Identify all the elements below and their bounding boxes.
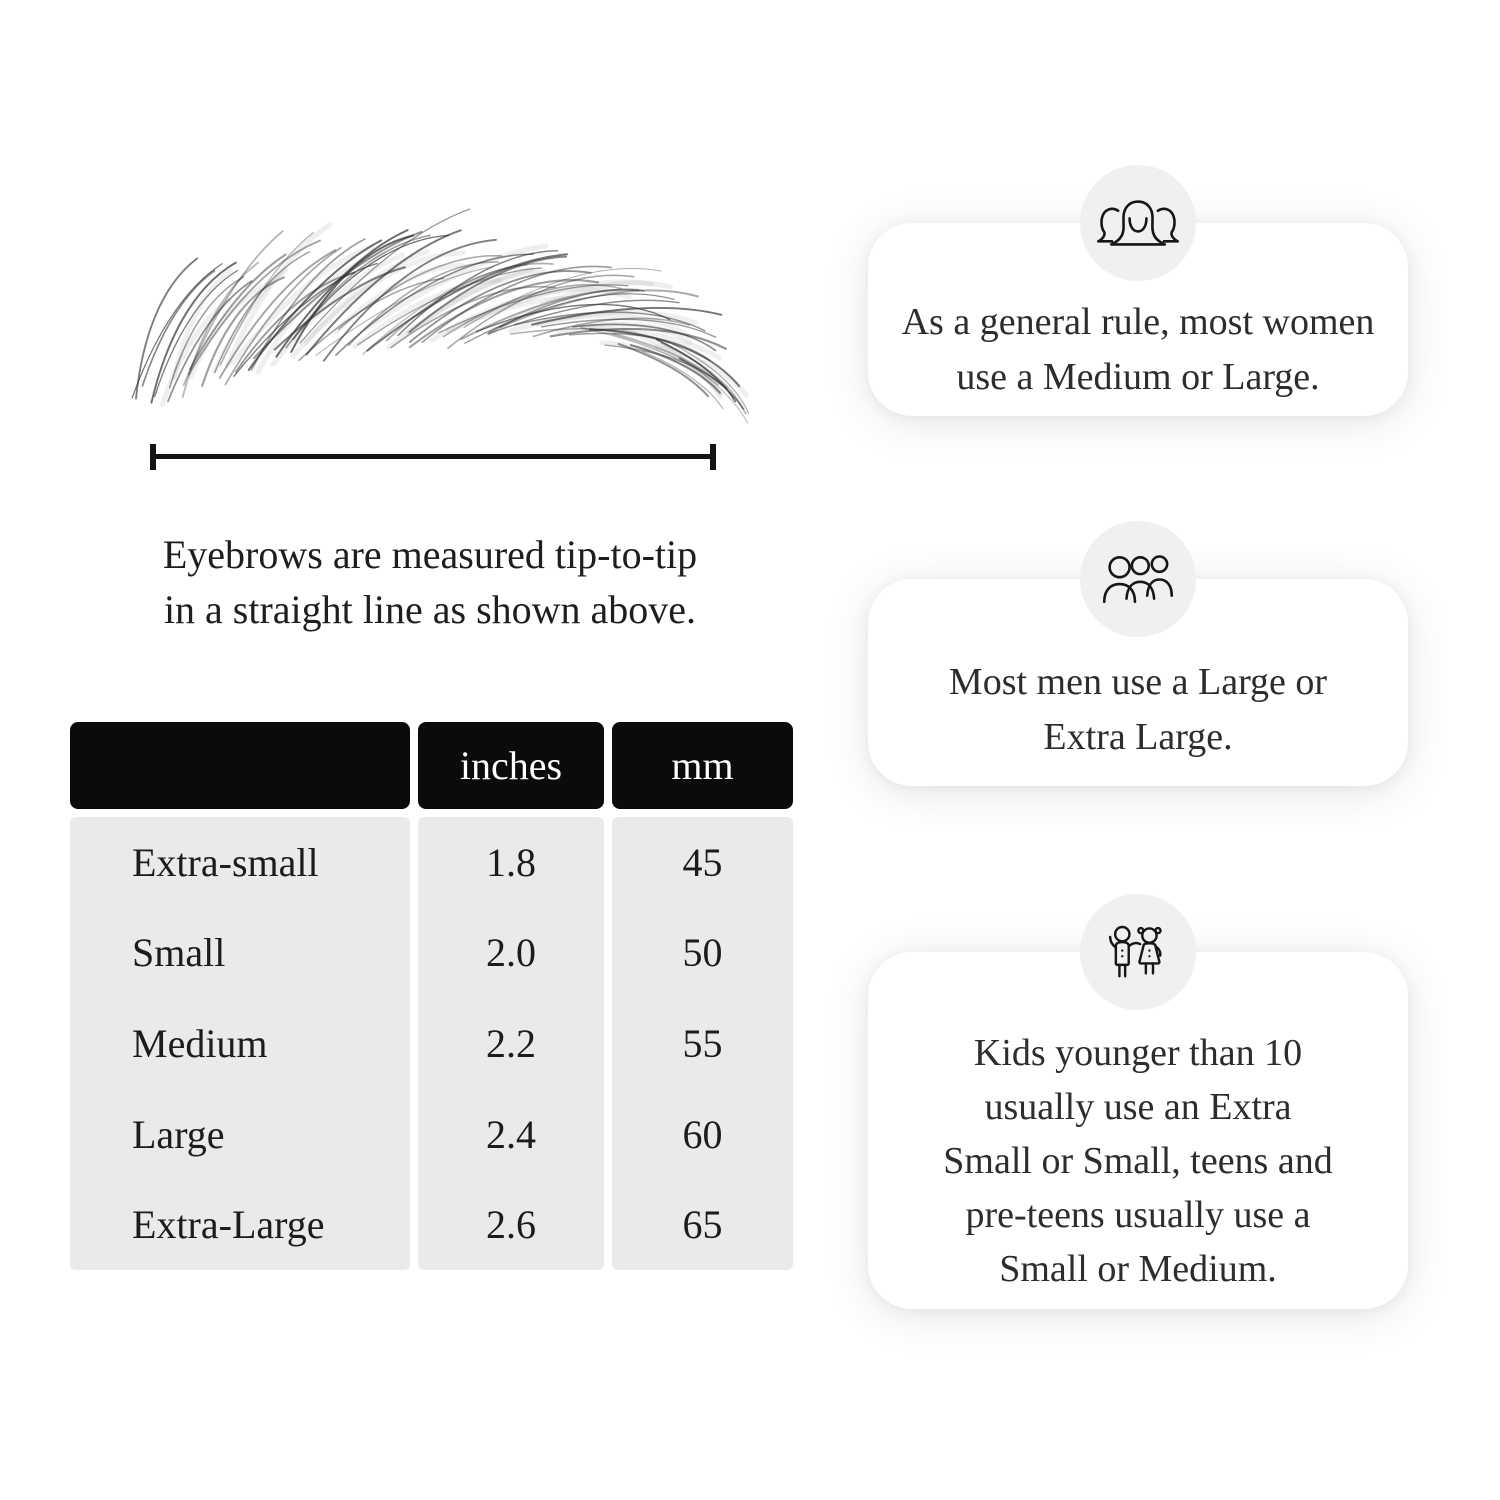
men-group-icon (1102, 554, 1174, 603)
card-men-line-1: Most men use a Large or (948, 661, 1328, 703)
inches-column: 1.8 2.0 2.2 2.4 2.6 (418, 817, 604, 1270)
mm-column: 45 50 55 60 65 (612, 817, 793, 1270)
card-women-text: As a general rule, most women use a Medi… (868, 223, 1408, 405)
caption-line-2: in a straight line as shown above. (163, 587, 697, 632)
kids-icon (1108, 925, 1162, 978)
mm-value: 65 (682, 1202, 723, 1248)
card-kids: Kids younger than 10 usually use an Extr… (868, 894, 1408, 1309)
measurement-line-bar (150, 454, 716, 459)
header-cell-mm: mm (612, 722, 793, 809)
mm-value: 55 (682, 1020, 723, 1066)
measurement-caption: Eyebrows are measured tip-to-tip in a st… (105, 527, 755, 637)
card-women-line-2: use a Medium or Large. (956, 356, 1320, 398)
size-label: Medium (132, 1020, 268, 1066)
size-table-header-row: inches mm (70, 722, 793, 809)
card-kids-line-4: pre-teens usually use a (965, 1194, 1311, 1236)
size-table: inches mm Extra-small Small Medium Large… (70, 722, 793, 1270)
inches-value: 1.8 (486, 839, 536, 885)
card-women-line-1: As a general rule, most women (901, 301, 1375, 343)
header-cell-inches: inches (418, 722, 604, 809)
size-table-body: Extra-small Small Medium Large Extra-Lar… (70, 817, 793, 1270)
header-cell-size (70, 722, 410, 809)
card-kids-line-1: Kids younger than 10 (973, 1032, 1303, 1074)
size-label: Large (132, 1111, 225, 1157)
measurement-line (150, 444, 716, 470)
card-kids-text: Kids younger than 10 usually use an Extr… (868, 952, 1408, 1296)
caption-line-1: Eyebrows are measured tip-to-tip (162, 532, 698, 577)
mm-value: 45 (682, 839, 723, 885)
women-icon-badge (1080, 165, 1196, 281)
size-label: Extra-small (132, 839, 319, 885)
card-men-line-2: Extra Large. (1043, 716, 1233, 758)
measurement-line-right-cap (710, 444, 716, 470)
card-men: Most men use a Large or Extra Large. (868, 521, 1408, 786)
men-icon-badge (1080, 521, 1196, 637)
kids-icon-badge (1080, 894, 1196, 1010)
card-women: As a general rule, most women use a Medi… (868, 165, 1408, 416)
inches-value: 2.0 (486, 930, 536, 976)
inches-value: 2.6 (486, 1202, 536, 1248)
card-kids-line-5: Small or Medium. (999, 1248, 1277, 1290)
mm-value: 60 (682, 1111, 723, 1157)
women-group-icon (1096, 200, 1180, 246)
card-kids-line-3: Small or Small, teens and (943, 1140, 1333, 1182)
eyebrow-illustration (131, 208, 750, 424)
card-kids-line-2: usually use an Extra (984, 1086, 1292, 1128)
size-label-column: Extra-small Small Medium Large Extra-Lar… (70, 817, 410, 1270)
card-men-text: Most men use a Large or Extra Large. (868, 579, 1408, 765)
inches-value: 2.2 (486, 1020, 536, 1066)
inches-value: 2.4 (486, 1111, 536, 1157)
size-label: Extra-Large (132, 1202, 325, 1248)
mm-value: 50 (682, 930, 723, 976)
size-label: Small (132, 930, 226, 976)
